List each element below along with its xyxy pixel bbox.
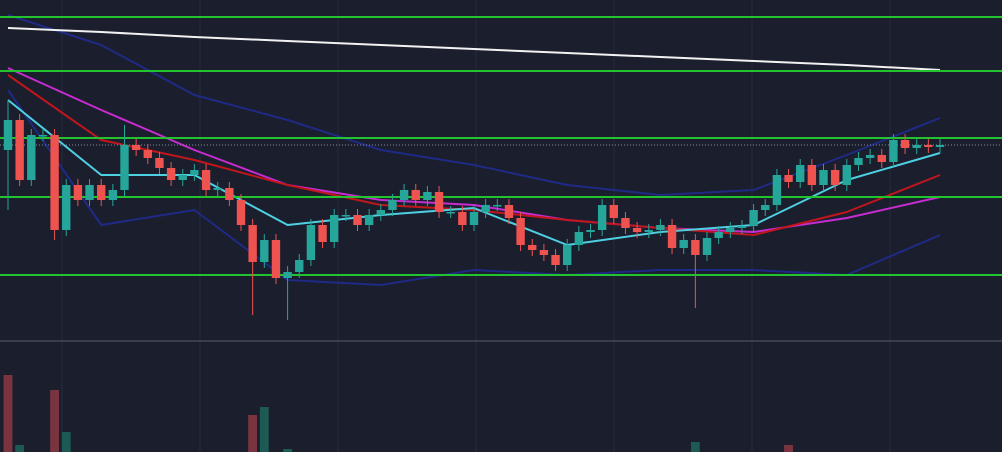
candle-body [399, 190, 409, 200]
candle-body [609, 205, 618, 218]
candle-body [877, 155, 886, 162]
candle-body [330, 215, 339, 242]
candle-body [924, 145, 933, 147]
candle-body [446, 212, 455, 214]
candle-body [97, 185, 106, 200]
volume-bar [61, 432, 71, 452]
candle-body [644, 230, 653, 232]
candle-body [423, 192, 432, 200]
candle-body [201, 170, 211, 190]
candle-body [842, 165, 851, 185]
candle-body [248, 225, 257, 262]
candle-body [353, 215, 362, 225]
candle-body [295, 260, 304, 272]
volume-bar [248, 415, 258, 452]
candle-body [108, 190, 118, 200]
candle-body [912, 145, 921, 148]
candle-body [155, 158, 164, 168]
candle-body [597, 205, 607, 230]
volume-bar [3, 375, 13, 452]
candle-body [458, 212, 467, 225]
candle-body [761, 205, 770, 210]
candle-body [691, 240, 700, 255]
candle-body [62, 185, 71, 230]
candle-body [656, 225, 665, 230]
candle-body [539, 250, 549, 255]
candle-body [854, 158, 863, 165]
volume-bar [259, 407, 269, 452]
candle-body [364, 215, 374, 225]
candle-body [504, 205, 514, 218]
candle-body [190, 170, 199, 175]
candle-body [516, 218, 525, 245]
candle-body [306, 225, 316, 260]
candle-body [889, 140, 898, 162]
candle-body [283, 272, 292, 278]
candle-body [50, 135, 59, 230]
candle-body [225, 188, 234, 200]
candle-body [726, 228, 735, 232]
candle-body [38, 135, 48, 137]
candle-body [819, 170, 828, 185]
candle-body [411, 190, 420, 200]
volume-bar [15, 445, 25, 452]
candle-body [493, 205, 502, 207]
candle-body [796, 165, 805, 182]
candle-body [749, 210, 758, 226]
candle-body [551, 255, 560, 265]
candle-body [318, 225, 327, 242]
candle-body [830, 170, 840, 185]
candle-body [15, 120, 24, 180]
candle-body [120, 145, 129, 190]
candle-body [935, 145, 945, 147]
indicator-line [7, 27, 941, 71]
candle-body [702, 238, 712, 255]
candle-body [341, 215, 351, 217]
candle-body [667, 225, 677, 248]
volume-bar [283, 449, 293, 452]
candle-body [865, 155, 875, 158]
candle-body [260, 240, 269, 262]
candle-body [236, 200, 246, 225]
candle-body [3, 120, 13, 150]
candle-body [621, 218, 630, 228]
volume-bar [784, 445, 793, 452]
candle-body [131, 145, 141, 150]
candle-body [481, 205, 490, 212]
candle-body [737, 226, 747, 228]
candle-body [900, 140, 910, 148]
candle-body [563, 245, 572, 265]
candle-body [586, 230, 595, 232]
candle-body [85, 185, 94, 200]
volume-bar [690, 442, 700, 452]
candle-body [166, 168, 176, 180]
candle-body [679, 240, 688, 248]
candle-body [143, 150, 152, 158]
candle-body [632, 228, 642, 232]
indicator-line [7, 89, 941, 286]
candle-body [271, 240, 281, 278]
candle-body [376, 210, 385, 215]
candle-body [772, 175, 782, 205]
candle-body [27, 135, 36, 180]
volume-bar [50, 390, 60, 452]
candle-body [528, 245, 537, 250]
candle-body [784, 175, 793, 182]
candle-body [73, 185, 83, 200]
candle-body [469, 212, 479, 225]
candle-body [574, 232, 584, 245]
candle-body [434, 192, 444, 212]
candle-body [178, 175, 187, 180]
candle-body [807, 165, 817, 185]
candle-body [388, 200, 397, 210]
candle-body [714, 232, 723, 238]
candle-body [213, 188, 222, 190]
